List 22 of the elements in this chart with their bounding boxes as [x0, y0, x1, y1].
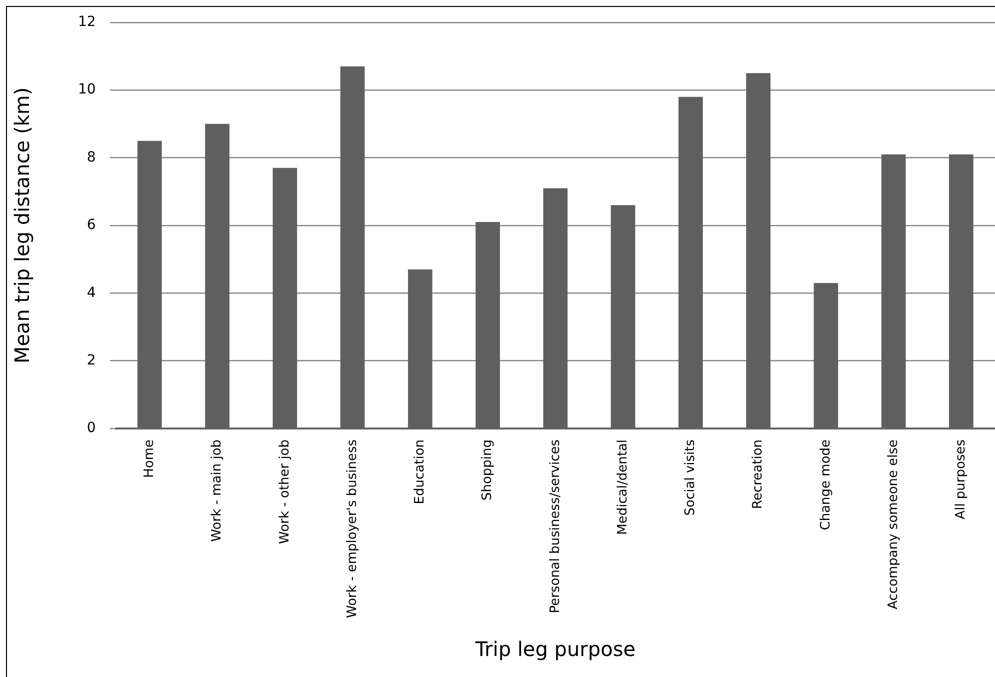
y-tick-label: 2	[86, 352, 96, 368]
y-tick-label: 12	[78, 14, 96, 30]
x-tick-label: Home	[142, 439, 158, 478]
x-tick-label: Work - employer's business	[344, 439, 360, 618]
x-tick-label: Change mode	[818, 439, 834, 530]
x-tick-label: Work - main job	[210, 439, 225, 542]
x-tick-label: Shopping	[480, 439, 496, 501]
x-tick-label: Medical/dental	[615, 439, 630, 535]
y-tick-label: 10	[78, 82, 96, 98]
x-axis-title: Trip leg purpose	[474, 637, 636, 662]
x-tick-label: Social visits	[683, 439, 698, 516]
y-tick-label: 6	[86, 217, 96, 234]
x-tick-label: All purposes	[954, 439, 969, 520]
y-tick-label: 4	[86, 284, 96, 301]
y-tick-label: 0	[86, 420, 96, 436]
y-axis-title: Mean trip leg distance (km)	[10, 87, 34, 364]
x-tick-label: Accompany someone else	[886, 439, 901, 610]
x-tick-label: Education	[412, 439, 428, 504]
x-tick-label: Personal business/services	[548, 439, 563, 614]
x-tick-label: Work - other job	[277, 439, 292, 544]
y-tick-label: 8	[86, 149, 96, 166]
x-tick-label: Recreation	[750, 439, 766, 510]
